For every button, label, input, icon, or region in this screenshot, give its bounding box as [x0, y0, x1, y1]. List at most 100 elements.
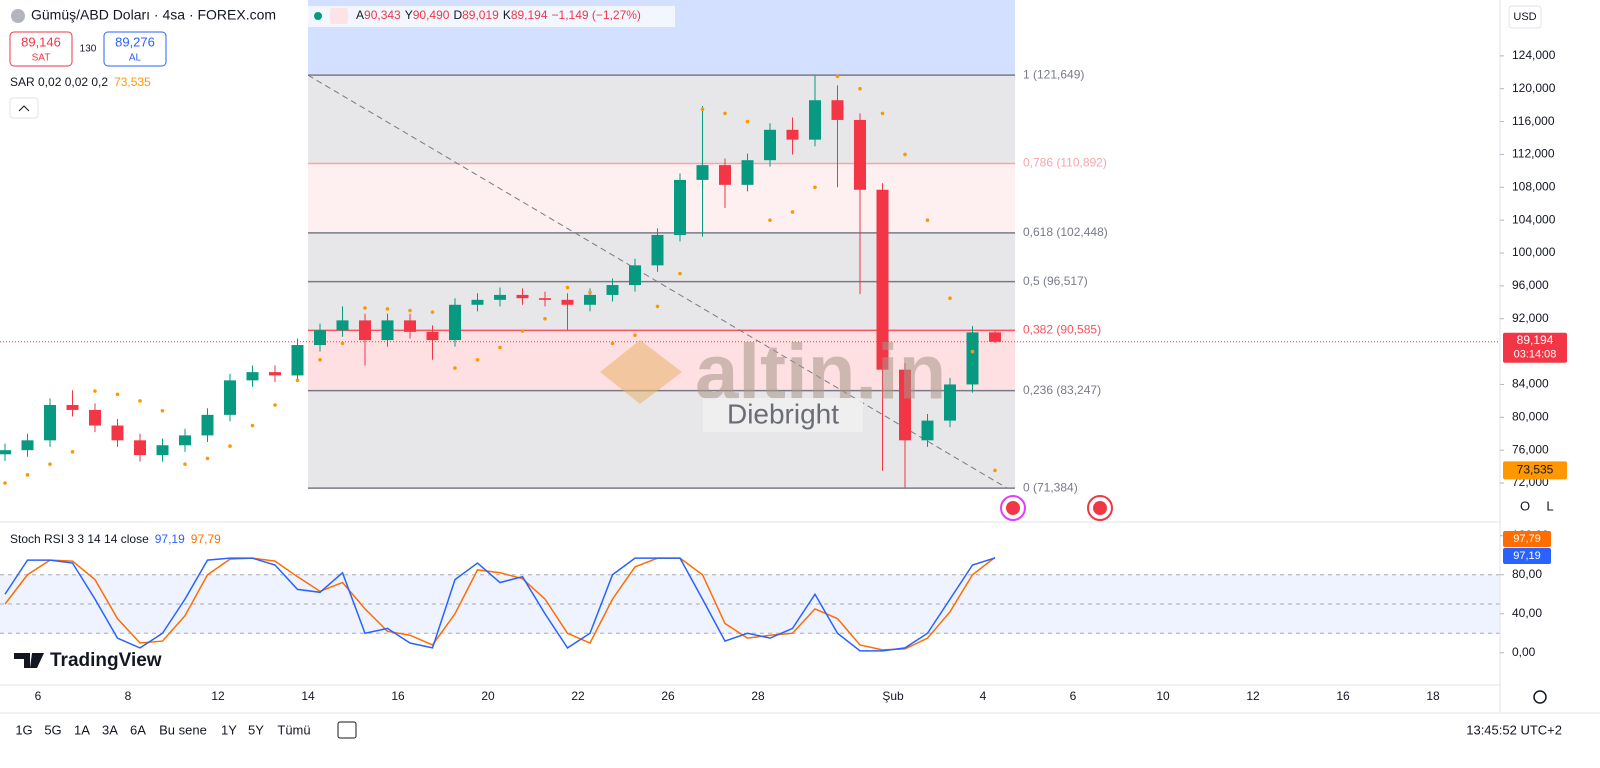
chevron [18, 105, 30, 112]
sar-dot [295, 378, 300, 383]
range-button[interactable]: 1A [74, 722, 90, 737]
sar-dot [700, 107, 705, 112]
candle-body [719, 165, 731, 185]
buy-button[interactable] [103, 31, 167, 67]
y-tick-label: 84,000 [1512, 377, 1549, 391]
sar-dot [48, 462, 52, 466]
event-flag-icon [1006, 501, 1020, 515]
sar-dot [340, 341, 345, 346]
fib-label: 0,382 (90,585) [1023, 323, 1101, 337]
ohlc-key: A [356, 8, 364, 22]
range-button[interactable]: 3A [102, 722, 118, 737]
candle-body [764, 129, 776, 161]
range-button[interactable]: Tümü [277, 722, 310, 737]
candle-body [224, 380, 236, 415]
sar-dot [610, 341, 615, 346]
stoch-tag-label: 97,19 [1513, 550, 1541, 562]
fib-label: 1 (121,649) [1023, 67, 1084, 81]
range-button[interactable]: 5G [44, 722, 61, 737]
watermark-author: Diebright [727, 398, 839, 429]
y-tick-label: 116,000 [1512, 114, 1555, 128]
sar-dot [475, 358, 480, 362]
sar-dot [453, 366, 457, 370]
x-tick-label: 16 [1336, 689, 1350, 703]
stoch-line [4, 557, 996, 652]
candle-body [111, 425, 124, 441]
currency-button[interactable] [1508, 5, 1542, 29]
sar-dot [543, 316, 547, 321]
range-button[interactable]: 5Y [248, 722, 264, 737]
sar-dot [430, 310, 435, 314]
y-tick-label: 112,000 [1512, 147, 1555, 161]
ohlc-value: 90,343 [364, 8, 401, 22]
stoch-pane [0, 556, 1500, 652]
sar-dot [588, 290, 592, 295]
stoch-tag-label: 97,79 [1513, 533, 1541, 545]
axis-button[interactable]: L [1546, 498, 1553, 513]
sar-value: 73,535 [114, 75, 151, 89]
ohlc-bg [307, 6, 675, 27]
range-button[interactable]: 1G [15, 722, 32, 737]
last-price-tag [1503, 332, 1567, 363]
settings-icon[interactable] [1533, 690, 1547, 704]
range-button[interactable]: Bu sene [159, 722, 207, 737]
candle-body [696, 165, 709, 180]
candle-body [539, 298, 551, 300]
sar-dot [858, 86, 862, 91]
range-button[interactable]: 1Y [221, 722, 237, 737]
candle-body [246, 372, 259, 381]
candle-body [516, 294, 529, 299]
sar-dot [633, 333, 637, 337]
clock: 13:45:52 UTC+2 [1466, 722, 1562, 737]
y-tick-label: 104,000 [1512, 212, 1556, 226]
candle-body [494, 294, 506, 300]
ohlc-legend: A90,343 Y90,490 D89,019 K89,194 −1,149 (−1,2… [356, 8, 641, 22]
main-pane [0, 0, 1500, 489]
range-button[interactable]: 6A [130, 722, 146, 737]
sell-label: SAT [32, 53, 51, 64]
x-tick-label: 18 [1426, 689, 1440, 703]
stoch-value: 97,19 [155, 532, 185, 546]
sar-dot [115, 392, 120, 397]
calendar-icon[interactable] [337, 721, 357, 739]
sar-tag [1503, 461, 1567, 480]
stoch-tag [1503, 531, 1551, 547]
fib-zone [308, 75, 1015, 164]
sell-button[interactable] [9, 31, 73, 67]
sar-tag-label: 73,535 [1517, 463, 1554, 477]
x-tick-label: 22 [571, 689, 585, 703]
fib-label: 0,618 (102,448) [1023, 225, 1108, 239]
y-tick-label: 40,00 [1512, 606, 1542, 620]
sar-dot [903, 152, 907, 157]
spread: 130 [80, 44, 97, 55]
currency: USD [1513, 11, 1536, 23]
candle-body [426, 331, 439, 341]
x-tick-label: 28 [751, 689, 765, 703]
buy-price: 89,276 [115, 34, 155, 49]
candle-body [156, 445, 169, 456]
collapse-button[interactable] [9, 97, 39, 119]
fib-label: 0,5 (96,517) [1023, 274, 1088, 288]
sar-dot [745, 119, 750, 124]
buy-label: AL [129, 53, 142, 64]
sar-dot [318, 358, 322, 362]
countdown: 03:14:08 [1514, 349, 1557, 361]
axis-button[interactable]: O [1520, 498, 1530, 513]
candle-body [854, 119, 866, 190]
x-tick-label: 20 [481, 689, 495, 703]
sar-dot [250, 423, 255, 428]
ohlc-change: −1,149 (−1,27%) [552, 8, 641, 22]
y-tick-label: 124,000 [1512, 48, 1556, 62]
y-tick-label: 80,00 [1512, 567, 1542, 581]
x-tick-label: 8 [125, 689, 132, 703]
candle-body [809, 100, 821, 140]
sar-dot [880, 111, 885, 116]
watermark-box [703, 398, 863, 432]
symbol-icon [11, 9, 25, 23]
sar-dot [790, 210, 795, 214]
stoch-params: Stoch RSI 3 3 14 14 close [10, 532, 149, 546]
watermark-logo [600, 340, 682, 404]
sar-dot [70, 450, 75, 454]
y-tick-label: 92,000 [1512, 311, 1549, 325]
y-tick-label: 80,000 [1512, 409, 1549, 423]
